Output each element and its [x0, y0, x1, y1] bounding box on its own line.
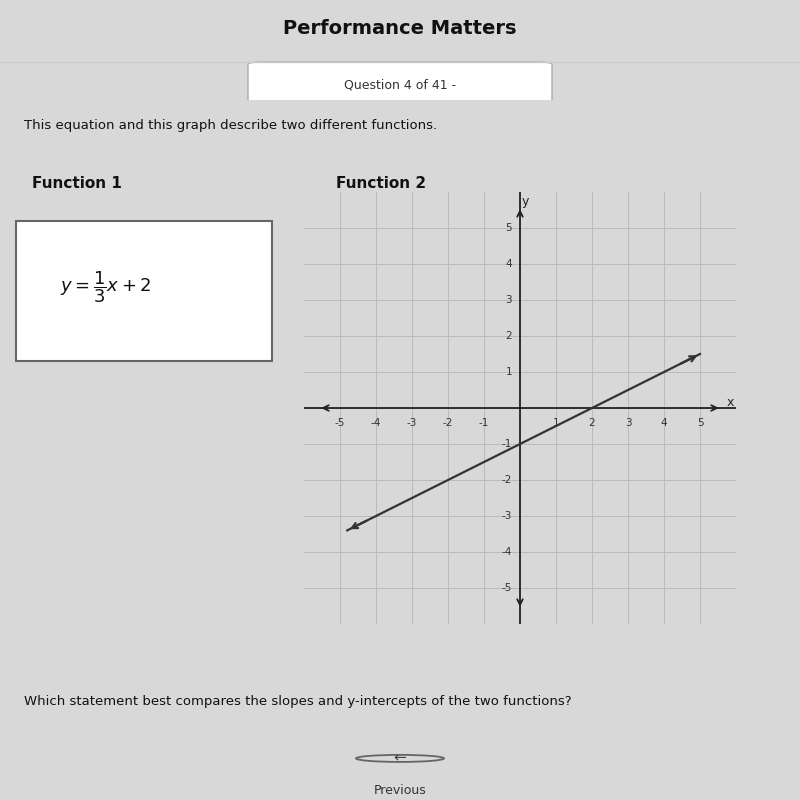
Text: 1: 1: [506, 367, 512, 377]
Text: -2: -2: [502, 475, 512, 485]
Text: Function 2: Function 2: [336, 176, 426, 191]
Text: Which statement best compares the slopes and y-intercepts of the two functions?: Which statement best compares the slopes…: [24, 694, 572, 707]
Text: -4: -4: [371, 418, 381, 428]
Text: -5: -5: [502, 583, 512, 593]
Text: Question 4 of 41 -: Question 4 of 41 -: [344, 78, 456, 91]
Text: 5: 5: [697, 418, 703, 428]
Text: 3: 3: [625, 418, 631, 428]
Text: -1: -1: [502, 439, 512, 449]
Text: 2: 2: [589, 418, 595, 428]
FancyBboxPatch shape: [248, 62, 552, 102]
Text: -3: -3: [407, 418, 417, 428]
Text: Performance Matters: Performance Matters: [283, 18, 517, 38]
Text: -2: -2: [443, 418, 453, 428]
Text: 4: 4: [506, 259, 512, 269]
Text: y: y: [522, 194, 529, 207]
Text: 1: 1: [553, 418, 559, 428]
Text: Previous: Previous: [374, 784, 426, 797]
Text: -4: -4: [502, 547, 512, 557]
Text: This equation and this graph describe two different functions.: This equation and this graph describe tw…: [24, 119, 437, 132]
Text: $y = \dfrac{1}{3}x + 2$: $y = \dfrac{1}{3}x + 2$: [60, 270, 151, 306]
Text: 3: 3: [506, 295, 512, 305]
Text: ←: ←: [394, 751, 406, 766]
Text: Function 1: Function 1: [32, 176, 122, 191]
Text: 2: 2: [506, 331, 512, 341]
Text: 5: 5: [506, 223, 512, 233]
Text: 4: 4: [661, 418, 667, 428]
Text: -5: -5: [335, 418, 345, 428]
Text: -1: -1: [479, 418, 489, 428]
Text: x: x: [727, 396, 734, 409]
FancyBboxPatch shape: [16, 221, 272, 361]
Text: -3: -3: [502, 511, 512, 521]
